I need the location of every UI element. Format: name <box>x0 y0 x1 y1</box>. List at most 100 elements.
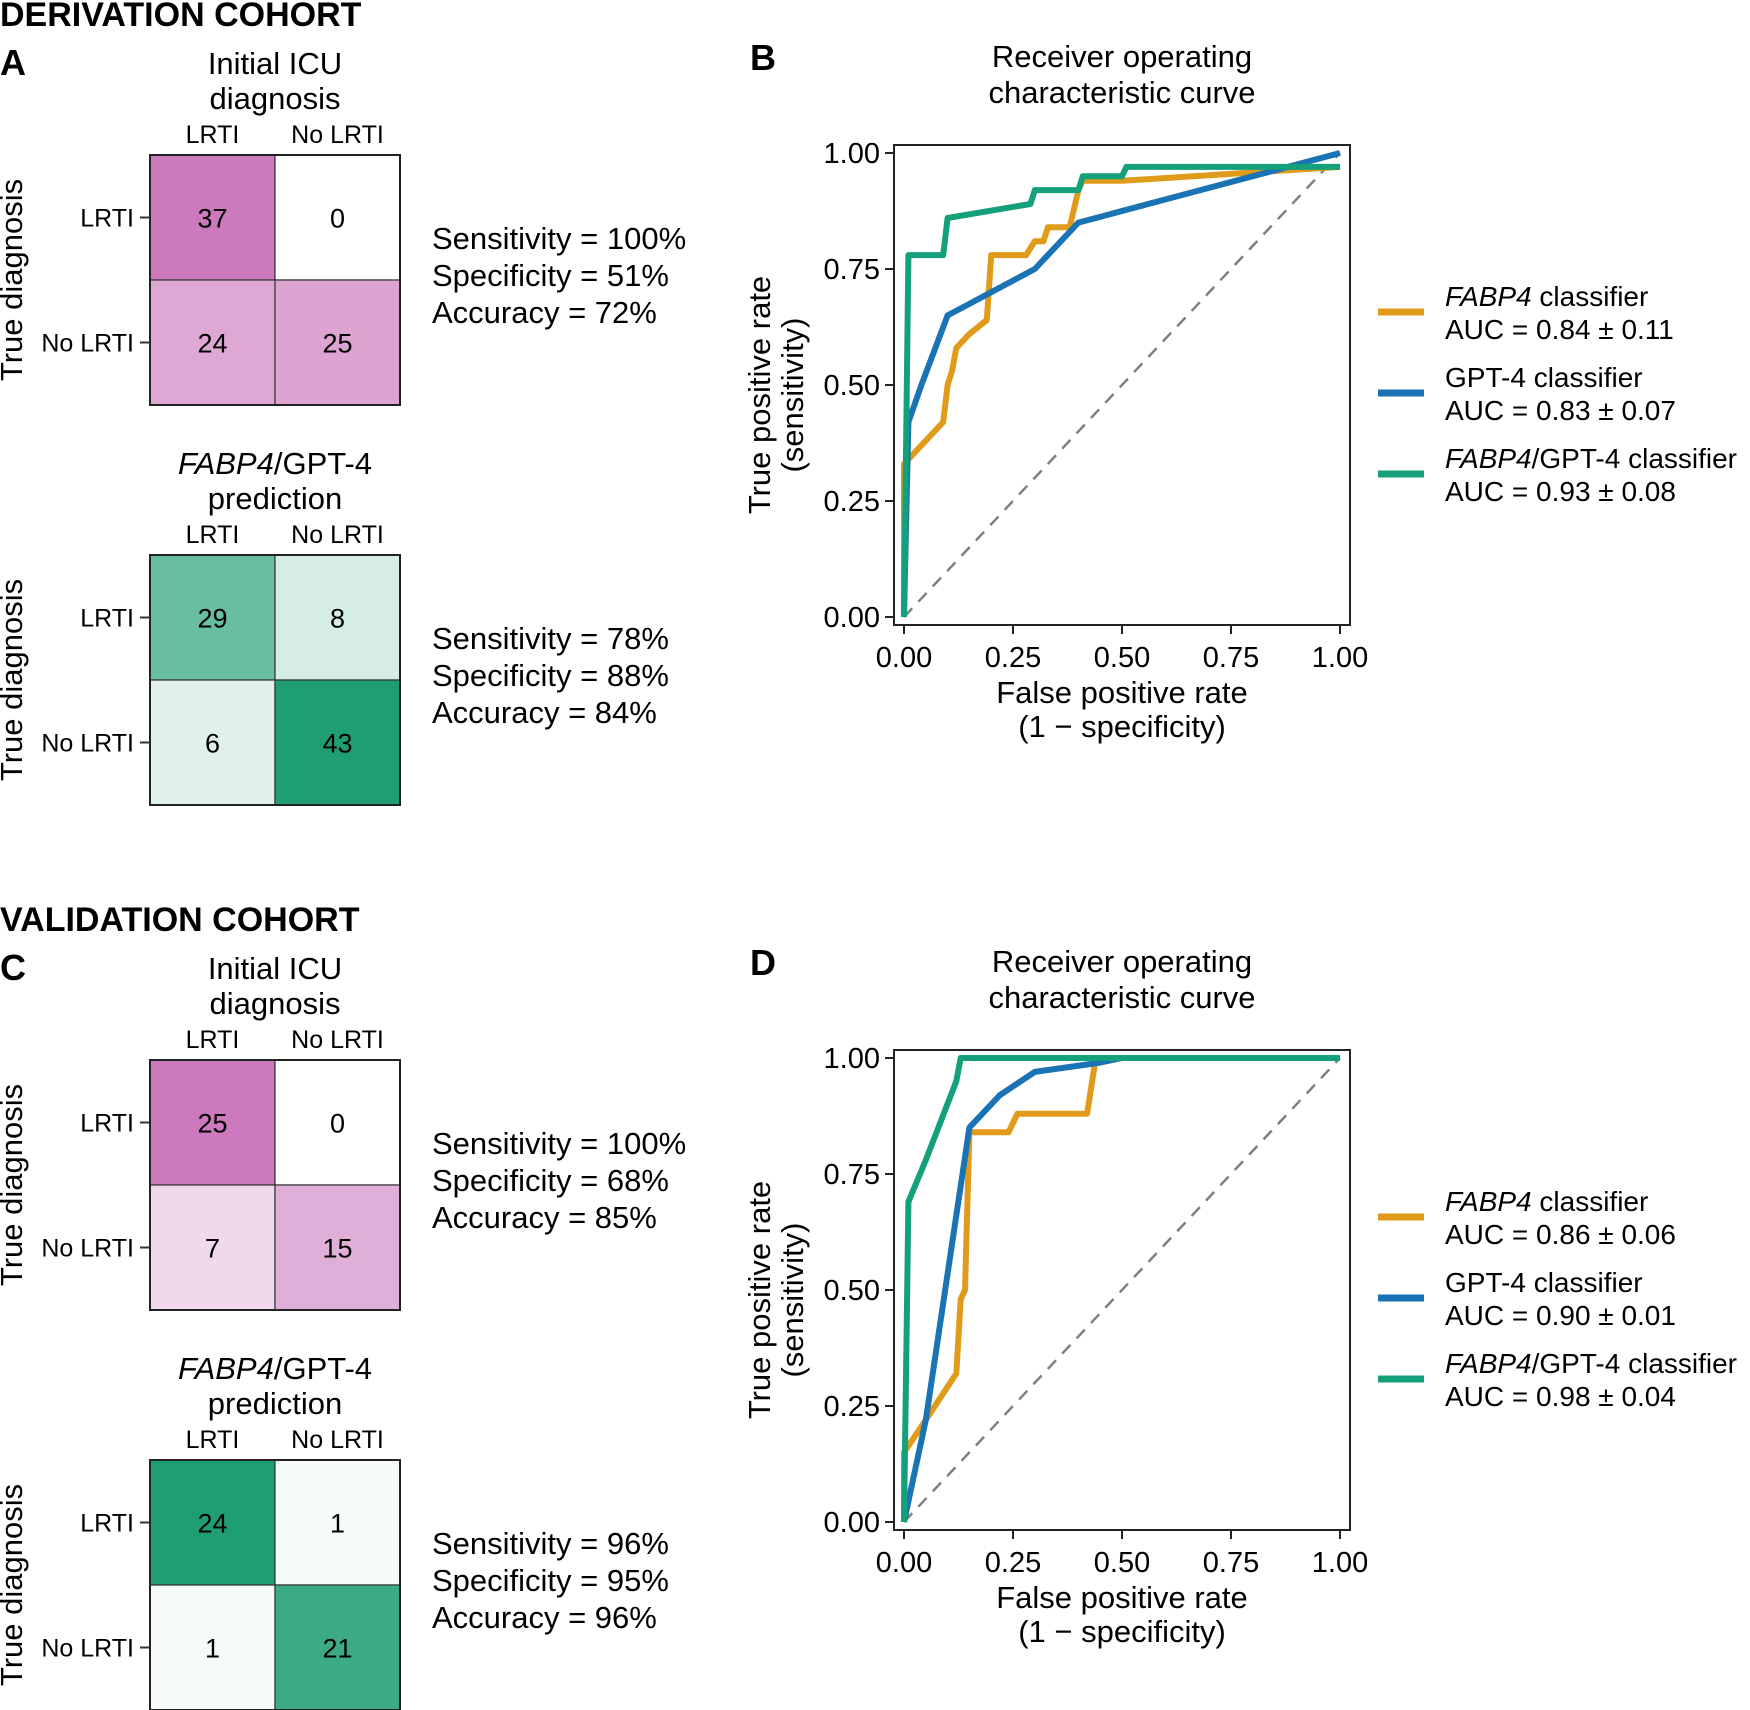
roc-title: Receiver operating <box>992 944 1252 979</box>
metric-stat: Accuracy = 85% <box>432 1200 657 1235</box>
legend-auc: AUC = 0.98 ± 0.04 <box>1445 1381 1676 1412</box>
matrix-cell <box>149 279 276 406</box>
matrix-cell <box>274 154 401 281</box>
legend-series-name-part: /GPT-4 classifier <box>1532 1348 1737 1379</box>
legend-series-name-part: FABP4 <box>1445 443 1532 474</box>
matrix-title: Initial ICU <box>208 46 342 81</box>
metric-stat: Sensitivity = 100% <box>432 1126 686 1161</box>
metric-stat: Specificity = 95% <box>432 1563 669 1598</box>
cohort-label: DERIVATION COHORT <box>0 0 362 34</box>
metric-stat: Accuracy = 84% <box>432 695 657 730</box>
row-label: LRTI <box>80 605 134 633</box>
cell-value: 25 <box>322 329 352 359</box>
y-axis-label-line2: (sensitivity) <box>775 1222 810 1377</box>
column-label: No LRTI <box>291 121 384 149</box>
row-label: No LRTI <box>41 1635 134 1663</box>
chance-diagonal <box>903 152 1341 618</box>
column-label: LRTI <box>186 121 240 149</box>
panel-label: D <box>750 942 776 983</box>
cell-value: 24 <box>197 329 227 359</box>
cell-value: 0 <box>330 204 345 234</box>
legend-auc: AUC = 0.83 ± 0.07 <box>1445 395 1676 426</box>
row-label: No LRTI <box>41 730 134 758</box>
cell-value: 24 <box>197 1509 227 1539</box>
roc-series-combined <box>901 1055 1340 1523</box>
matrix-title-part: /GPT-4 <box>274 446 372 481</box>
row-label: No LRTI <box>41 1235 134 1263</box>
matrix-border <box>149 1059 401 1311</box>
cell-value: 21 <box>322 1634 352 1664</box>
row-label: LRTI <box>80 1110 134 1138</box>
legend-auc: AUC = 0.84 ± 0.11 <box>1445 314 1674 345</box>
matrix-cell <box>274 1184 401 1311</box>
legend-auc: AUC = 0.86 ± 0.06 <box>1445 1219 1676 1250</box>
matrix-cell <box>274 1584 401 1710</box>
x-tick-label: 1.00 <box>1312 642 1368 674</box>
legend-series-name: FABP4 classifier <box>1445 281 1648 312</box>
column-label: No LRTI <box>291 1426 384 1454</box>
matrix-ylabel: True diagnosis <box>0 1084 29 1286</box>
matrix-cell <box>274 1059 401 1186</box>
roc-title-line2: characteristic curve <box>988 75 1255 110</box>
legend-series-name-part: /GPT-4 classifier <box>1532 443 1737 474</box>
row-label: No LRTI <box>41 330 134 358</box>
x-tick-label: 0.00 <box>876 1547 932 1579</box>
cell-value: 25 <box>197 1109 227 1139</box>
x-tick-label: 0.25 <box>985 1547 1041 1579</box>
legend-series-name: FABP4/GPT-4 classifier <box>1445 1348 1737 1379</box>
y-tick-label: 0.25 <box>824 1391 880 1423</box>
x-tick-label: 1.00 <box>1312 1547 1368 1579</box>
x-tick-label: 0.50 <box>1094 642 1150 674</box>
matrix-title-part: /GPT-4 <box>274 1351 372 1386</box>
metric-stat: Sensitivity = 96% <box>432 1526 669 1561</box>
x-tick-label: 0.00 <box>876 642 932 674</box>
roc-series-gpt4 <box>901 150 1341 618</box>
legend-series-name-part: FABP4 <box>1445 281 1532 312</box>
cell-value: 6 <box>205 729 220 759</box>
y-tick-label: 0.50 <box>824 370 880 402</box>
y-axis-label: True positive rate <box>742 1181 777 1419</box>
y-tick-label: 0.00 <box>824 602 880 634</box>
cell-value: 8 <box>330 604 345 634</box>
roc-title: Receiver operating <box>992 39 1252 74</box>
legend-series-name-part: FABP4 <box>1445 1186 1532 1217</box>
legend-series-name: GPT-4 classifier <box>1445 1267 1643 1298</box>
column-label: No LRTI <box>291 521 384 549</box>
cohort-label: VALIDATION COHORT <box>0 901 360 939</box>
y-tick-label: 1.00 <box>824 138 880 170</box>
metric-stat: Specificity = 51% <box>432 258 669 293</box>
x-tick-label: 0.25 <box>985 642 1041 674</box>
panel-label: A <box>0 42 26 83</box>
legend-series-name: FABP4 classifier <box>1445 1186 1648 1217</box>
y-axis-label-line2: (sensitivity) <box>775 317 810 472</box>
matrix-title-part: FABP4 <box>178 446 274 481</box>
legend-series-name: FABP4/GPT-4 classifier <box>1445 443 1737 474</box>
y-tick-label: 0.75 <box>824 1159 880 1191</box>
matrix-title: FABP4/GPT-4 <box>178 446 372 481</box>
metric-stat: Sensitivity = 100% <box>432 221 686 256</box>
x-tick-label: 0.50 <box>1094 1547 1150 1579</box>
metric-stat: Specificity = 88% <box>432 658 669 693</box>
matrix-title-part: Initial ICU <box>208 46 342 81</box>
legend-series-name-part: classifier <box>1532 281 1649 312</box>
matrix-cell <box>274 1459 401 1586</box>
matrix-cell <box>149 679 276 806</box>
chance-diagonal <box>903 1057 1341 1523</box>
legend-series-name-part: FABP4 <box>1445 1348 1532 1379</box>
matrix-border <box>149 554 401 806</box>
matrix-title-line2: diagnosis <box>210 81 341 116</box>
legend-auc: AUC = 0.90 ± 0.01 <box>1445 1300 1676 1331</box>
matrix-ylabel: True diagnosis <box>0 179 29 381</box>
x-tick-label: 0.75 <box>1203 642 1259 674</box>
legend-auc: AUC = 0.93 ± 0.08 <box>1445 476 1676 507</box>
matrix-title-line2: prediction <box>208 481 342 516</box>
matrix-border <box>149 154 401 406</box>
